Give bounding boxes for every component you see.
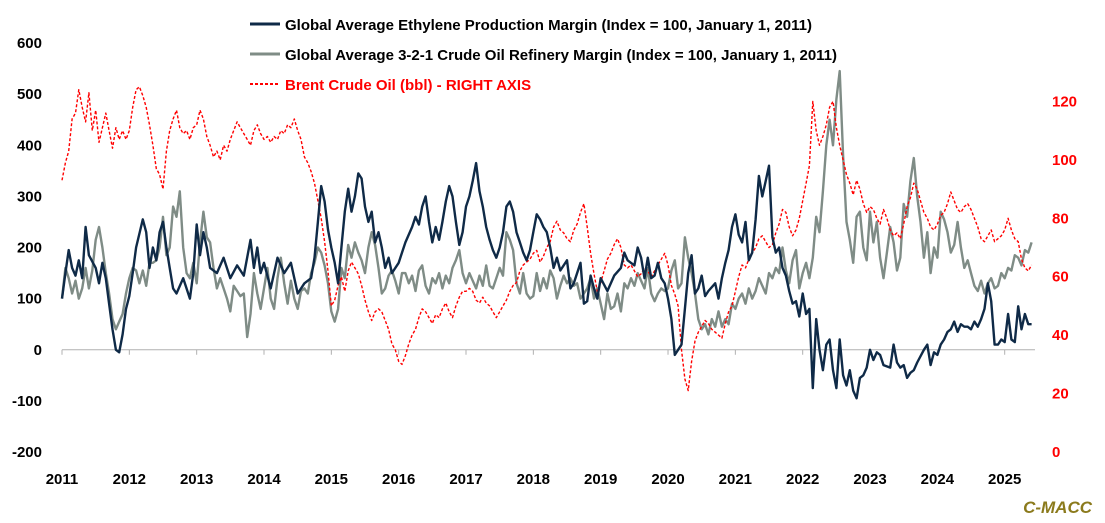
y-left-tick-label: 600 [17,35,42,52]
y-left-tick-label: 400 [17,137,42,154]
x-tick-label: 2017 [449,471,482,488]
x-tick-label: 2016 [382,471,415,488]
y-left-tick-label: -100 [12,393,42,410]
watermark-cmacc: C-MACC [1023,498,1093,517]
y-right-tick-label: 40 [1052,327,1069,344]
right-axis: 120 100 80 60 40 20 0 [1052,93,1077,461]
legend-label-brent: Brent Crude Oil (bbl) - RIGHT AXIS [285,77,531,94]
y-right-tick-label: 60 [1052,269,1069,286]
x-tick-label: 2021 [719,471,752,488]
y-left-tick-label: 200 [17,240,42,257]
series-layer [60,69,1033,400]
y-left-tick-label: 100 [17,291,42,308]
y-right-tick-label: 120 [1052,93,1077,110]
x-tick-label: 2024 [921,471,955,488]
legend-label-ethylene: Global Average Ethylene Production Margi… [285,17,812,34]
x-tick-label: 2011 [46,471,79,488]
x-tick-label: 2020 [651,471,684,488]
legend-item-refinery[interactable]: Global Average 3-2-1 Crude Oil Refinery … [250,47,837,64]
x-tick-label: 2013 [180,471,213,488]
legend-item-brent[interactable]: Brent Crude Oil (bbl) - RIGHT AXIS [250,77,531,94]
ethylene-margin-line [60,161,1032,400]
y-right-tick-label: 0 [1052,444,1060,461]
x-tick-label: 2012 [113,471,146,488]
x-tick-label: 2015 [315,471,348,488]
legend: Global Average Ethylene Production Margi… [250,17,837,94]
y-right-tick-label: 20 [1052,386,1069,403]
y-left-tick-label: -200 [12,444,42,461]
refinery-margin-line [60,69,1033,339]
x-tick-label: 2022 [786,471,819,488]
y-left-tick-label: 500 [17,86,42,103]
left-axis: 600 500 400 300 200 100 0 -100 -200 [12,35,42,461]
y-left-tick-label: 300 [17,188,42,205]
y-left-tick-label: 0 [34,342,42,359]
legend-label-refinery: Global Average 3-2-1 Crude Oil Refinery … [285,47,837,64]
x-tick-label: 2019 [584,471,617,488]
y-right-tick-label: 100 [1052,152,1077,169]
x-tick-label: 2023 [853,471,886,488]
y-right-tick-label: 80 [1052,210,1069,227]
x-axis: 2011 2012 2013 2014 2015 2016 2017 2018 2019 2020… [46,349,1035,488]
x-tick-label: 2014 [247,471,281,488]
x-tick-label: 2025 [988,471,1021,488]
x-tick-label: 2018 [517,471,550,488]
legend-item-ethylene[interactable]: Global Average Ethylene Production Margi… [250,17,812,34]
